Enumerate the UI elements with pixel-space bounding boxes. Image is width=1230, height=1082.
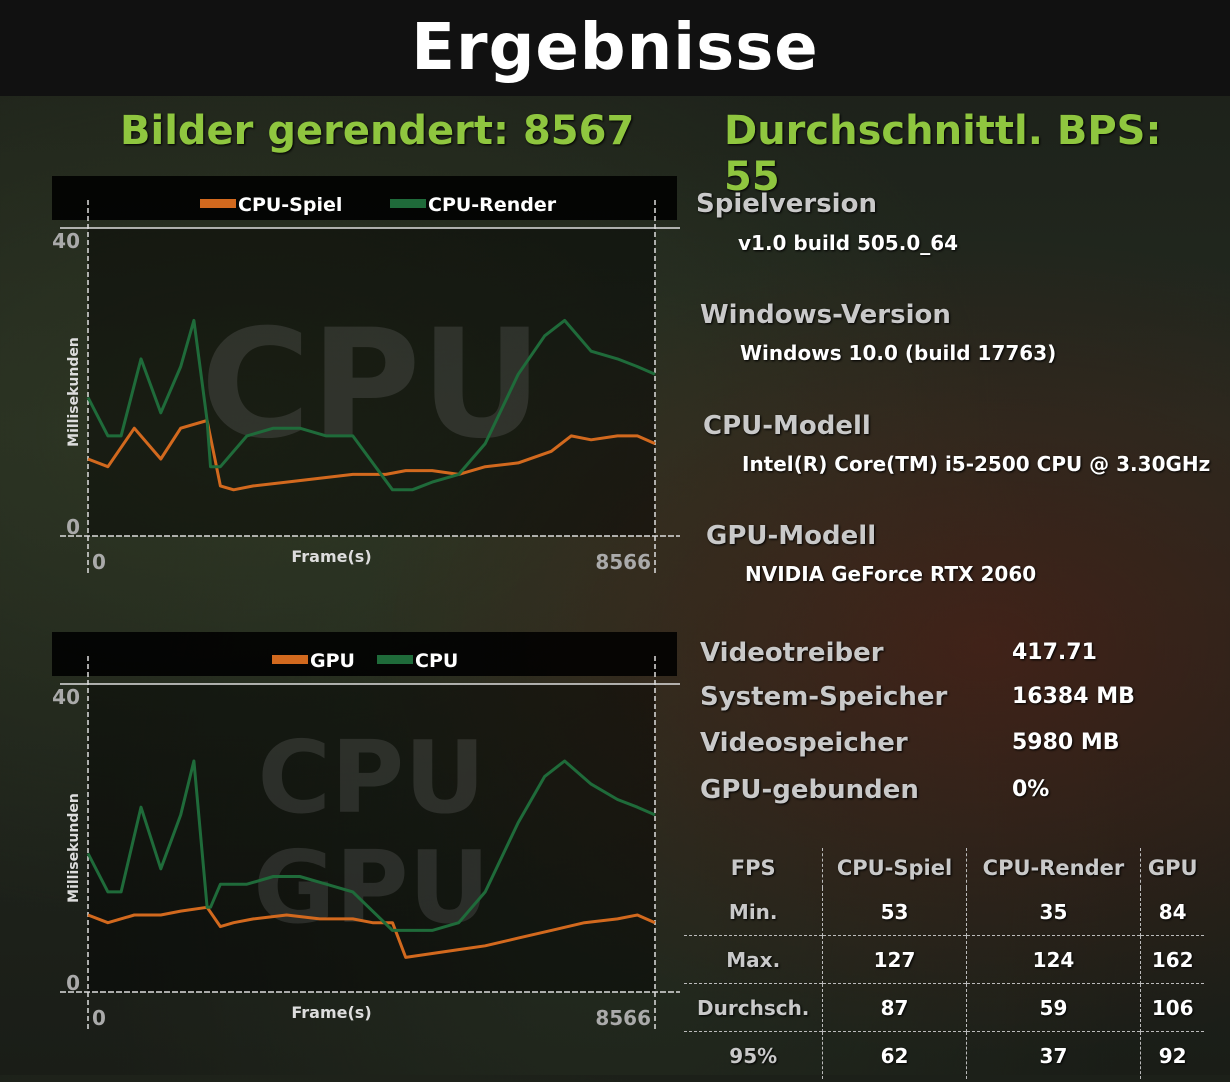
fps-cell: 37 bbox=[965, 1031, 1141, 1079]
chart-watermark: CPU bbox=[258, 719, 486, 836]
video-driver-value: 417.71 bbox=[1012, 640, 1097, 665]
cpu-model-label: CPU-Modell bbox=[703, 411, 871, 441]
x-tick-label: 0 bbox=[92, 550, 106, 574]
page-title: Ergebnisse bbox=[411, 11, 819, 85]
series-line-green bbox=[86, 318, 656, 492]
legend-label: CPU-Spiel bbox=[238, 194, 342, 216]
fps-header-cpu-render: CPU-Render bbox=[965, 848, 1141, 888]
x-tick-label: 0 bbox=[92, 1006, 106, 1030]
video-memory-value: 5980 MB bbox=[1012, 730, 1120, 755]
y-tick-label: 0 bbox=[66, 971, 80, 995]
plot-background bbox=[88, 684, 655, 992]
legend-swatch bbox=[272, 655, 308, 664]
legend-label: CPU-Render bbox=[428, 194, 557, 216]
cpu-frametime-chart-svg: CPU 40 00 8566 Frame(s) Millisekunden CPU-Spie… bbox=[52, 176, 680, 576]
table-row: Max. 127 124 162 bbox=[684, 935, 1204, 984]
game-version-label: Spielversion bbox=[696, 189, 877, 219]
game-version-value: v1.0 build 505.0_64 bbox=[738, 231, 959, 255]
y-tick-label: 40 bbox=[52, 229, 80, 253]
series-line-orange bbox=[87, 419, 656, 492]
fps-cell: 127 bbox=[822, 935, 967, 984]
frames-rendered-headline: Bilder gerendert: 8567 bbox=[120, 108, 635, 154]
video-driver-label: Videotreiber bbox=[700, 638, 884, 668]
legend-swatch bbox=[377, 655, 413, 664]
table-row: Min. 53 35 84 bbox=[684, 888, 1204, 936]
gpu-cpu-frametime-chart: CPU GPU 40 0 0 8566 Frame(s) Millisekunden GPU CP… bbox=[0, 632, 680, 1082]
chart-watermark: GPU bbox=[253, 829, 490, 946]
x-tick-label: 8566 bbox=[595, 1006, 651, 1030]
y-tick-label: 0 bbox=[66, 515, 80, 539]
title-bar: Ergebnisse bbox=[0, 0, 1230, 96]
legend-label: GPU bbox=[310, 650, 355, 672]
fps-header-cpu-game: CPU-Spiel bbox=[822, 848, 967, 888]
y-axis-label: Millisekunden bbox=[66, 337, 82, 447]
legend-label: CPU bbox=[415, 650, 458, 672]
plot-background bbox=[88, 228, 655, 536]
cpu-model-value: Intel(R) Core(TM) i5-2500 CPU @ 3.30GHz bbox=[742, 452, 1211, 476]
fps-header-fps: FPS bbox=[730, 856, 776, 880]
system-memory-label: System-Speicher bbox=[700, 682, 948, 712]
y-tick-label: 40 bbox=[52, 685, 80, 709]
avg-fps-headline: Durchschnittl. BPS: 55 bbox=[724, 108, 1162, 200]
gpu-bound-label: GPU-gebunden bbox=[700, 775, 919, 805]
fps-cell: 92 bbox=[1140, 1031, 1204, 1079]
legend-swatch bbox=[390, 199, 426, 208]
table-row: 95% 62 37 92 bbox=[684, 1031, 1204, 1079]
fps-row-label: 95% bbox=[684, 1031, 823, 1079]
fps-cell: 62 bbox=[822, 1031, 967, 1079]
video-memory-label: Videospeicher bbox=[700, 728, 908, 758]
fps-cell: 84 bbox=[1140, 888, 1204, 936]
fps-table: FPS CPU-Spiel CPU-Render GPU Min. 53 35 … bbox=[684, 848, 1204, 1079]
series-line-orange bbox=[87, 905, 656, 959]
legend-strip bbox=[52, 632, 677, 676]
x-axis-label: Frame(s) bbox=[291, 547, 371, 566]
gpu-model-value: NVIDIA GeForce RTX 2060 bbox=[745, 562, 1037, 586]
fps-cell: 35 bbox=[965, 888, 1141, 936]
series-line-green bbox=[86, 759, 656, 932]
cpu-frametime-chart: CPU 40 0 0 8566 Frame(s) Millisekunden CPU-Spie… bbox=[0, 176, 680, 626]
table-row: Durchsch. 87 59 106 bbox=[684, 983, 1204, 1032]
fps-row-label: Durchsch. bbox=[684, 983, 823, 1032]
chart-watermark: CPU bbox=[201, 298, 543, 472]
fps-header-gpu: GPU bbox=[1140, 848, 1204, 888]
legend-strip bbox=[52, 176, 677, 220]
gpu-bound-value: 0% bbox=[1012, 777, 1050, 802]
fps-cell: 87 bbox=[822, 983, 967, 1032]
fps-cell: 53 bbox=[822, 888, 967, 936]
fps-cell: 106 bbox=[1140, 983, 1204, 1032]
fps-table-header-row: FPS CPU-Spiel CPU-Render GPU bbox=[684, 848, 1204, 888]
y-axis-label: Millisekunden bbox=[66, 793, 82, 903]
x-tick-label: 8566 bbox=[595, 550, 651, 574]
gpu-model-label: GPU-Modell bbox=[706, 521, 877, 551]
windows-version-value: Windows 10.0 (build 17763) bbox=[740, 341, 1057, 365]
fps-row-label: Min. bbox=[728, 899, 778, 924]
fps-cell: 162 bbox=[1140, 935, 1204, 984]
system-memory-value: 16384 MB bbox=[1012, 684, 1135, 709]
windows-version-label: Windows-Version bbox=[700, 300, 951, 330]
fps-cell: 124 bbox=[965, 935, 1141, 984]
x-axis-label: Frame(s) bbox=[291, 1003, 371, 1022]
fps-cell: 59 bbox=[965, 983, 1141, 1032]
legend-swatch bbox=[200, 199, 236, 208]
fps-row-label: Max. bbox=[684, 935, 823, 984]
